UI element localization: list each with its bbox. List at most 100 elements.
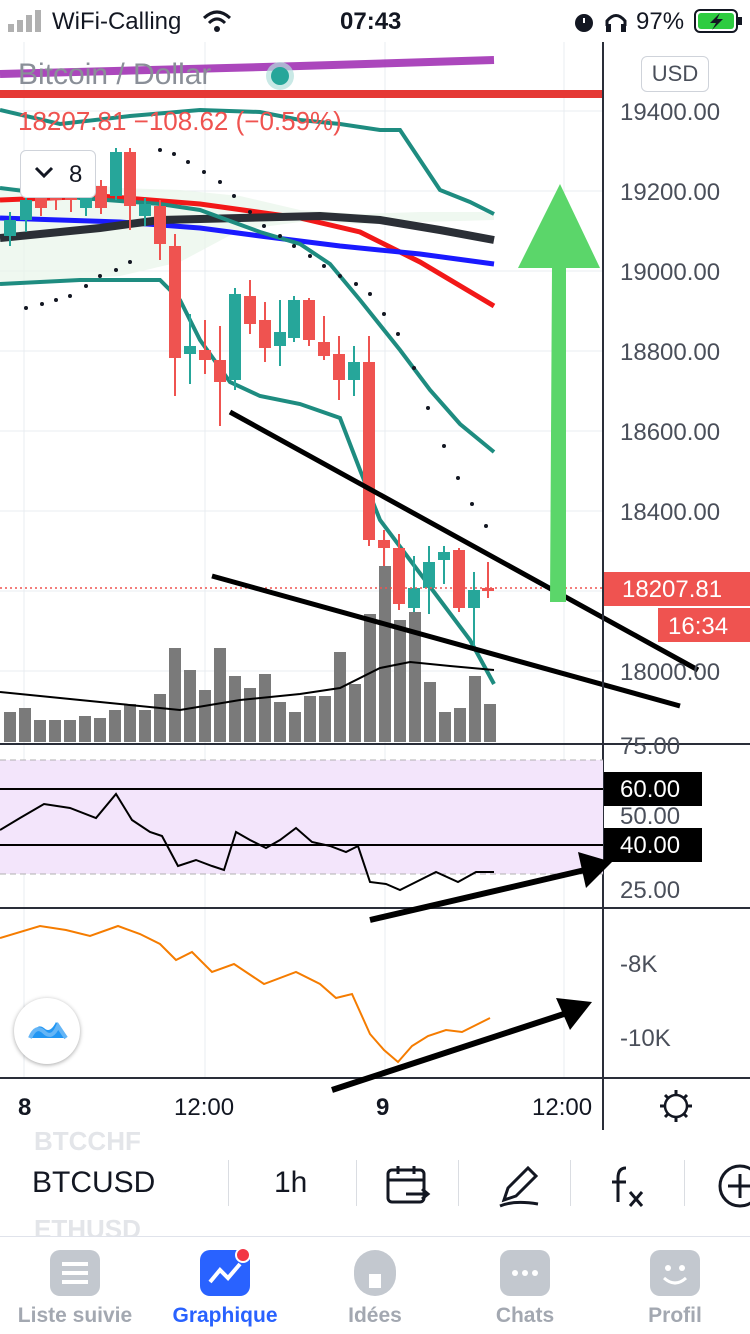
tab-label: Idées [348, 1304, 402, 1327]
candle [124, 148, 136, 230]
candle [318, 316, 330, 360]
toolbar-divider [684, 1160, 685, 1206]
tab-watchlist[interactable]: Liste suivie [0, 1236, 150, 1334]
pen-icon[interactable] [494, 1162, 542, 1210]
volume-bar [79, 716, 91, 742]
tab-chats[interactable]: Chats [450, 1236, 600, 1334]
candle [169, 234, 181, 396]
signal-bars-icon [8, 10, 41, 32]
toolbar-divider [458, 1160, 459, 1206]
indicator-collapse-toggle[interactable]: 8 [20, 150, 96, 198]
toolbar-divider [356, 1160, 357, 1206]
volume-bar [124, 704, 136, 742]
candle [333, 336, 345, 400]
status-bar: WiFi-Calling 07:43 97% [0, 0, 750, 42]
volume-bar [139, 710, 151, 742]
candle [229, 288, 241, 390]
price-chart[interactable]: 19400.00 19200.00 19000.00 18800.00 1860… [0, 42, 750, 1132]
upper-trendline [228, 409, 700, 673]
tab-label: Profil [648, 1304, 702, 1327]
rsi-line [0, 792, 494, 892]
price-tick: 18400.00 [620, 499, 720, 526]
rsi-40-tag [604, 828, 702, 862]
function-fx-icon[interactable] [604, 1162, 652, 1210]
rsi-tick: 25.00 [620, 877, 680, 904]
candle [20, 194, 32, 232]
price-tick: 18000.00 [620, 659, 720, 686]
clock-time: 07:43 [340, 8, 402, 35]
currency-badge[interactable]: USD [641, 56, 709, 92]
volume-bar [289, 712, 301, 742]
volume-bar [109, 710, 121, 742]
toolbar-divider [570, 1160, 571, 1206]
volume-bar [304, 696, 316, 742]
symbol-title[interactable]: Bitcoin / Dollar [18, 58, 212, 91]
tab-chart[interactable]: Graphique [150, 1236, 300, 1334]
purple-ma-line [0, 56, 495, 78]
symbol-scroller-prev[interactable]: BTCCHF [34, 1126, 141, 1156]
candle [244, 280, 256, 334]
candle [214, 326, 226, 426]
rsi-60-tag [604, 772, 702, 806]
last-price-tag [604, 572, 750, 606]
volume-ma-line [0, 660, 495, 712]
price-tick: 19000.00 [620, 259, 720, 286]
symbol-selector[interactable]: BTCUSD [32, 1166, 156, 1199]
candle [199, 320, 211, 374]
candle [95, 180, 107, 214]
price-axis[interactable]: 19400.00 19200.00 19000.00 18800.00 1860… [620, 99, 720, 686]
plus-icon[interactable] [712, 1162, 750, 1210]
carrier-name: WiFi-Calling [52, 8, 182, 35]
rsi-tick: 75.00 [620, 733, 680, 760]
rsi-divergence-arrowhead [578, 852, 612, 888]
tradingview-logo-icon[interactable] [14, 998, 80, 1064]
rsi-band-fill [0, 760, 603, 874]
countdown-tag [658, 608, 750, 642]
wifi-icon [202, 10, 232, 32]
volume-bar [94, 718, 106, 742]
gear-icon[interactable] [660, 1090, 692, 1122]
price-change-readout: 18207.81 −108.62 (−0.59%) [18, 106, 342, 136]
calendar-replay-icon[interactable] [384, 1162, 432, 1210]
volume-bar [154, 694, 166, 742]
volume-bar [424, 682, 436, 742]
black-ma-line [0, 211, 495, 244]
smiley-face-icon [650, 1250, 700, 1296]
time-axis[interactable]: 8 12:00 9 12:00 [18, 1094, 592, 1121]
green-up-arrow [518, 184, 600, 602]
tab-label: Chats [495, 1304, 555, 1327]
time-tick: 9 [376, 1094, 389, 1121]
lightbulb-icon [354, 1250, 396, 1296]
notification-dot-icon [235, 1247, 251, 1263]
candle [139, 198, 151, 226]
obv-line [0, 924, 491, 1064]
volume-bar [49, 720, 61, 742]
volume-bar [439, 712, 451, 742]
candle [288, 296, 300, 342]
volume-bar [34, 720, 46, 742]
rsi-tick: 50.00 [620, 803, 680, 830]
bollinger-upper [0, 107, 495, 216]
rsi-divergence-arrow-line [369, 867, 586, 923]
obv-divergence-arrowhead [556, 998, 592, 1030]
alarm-icon [575, 14, 593, 32]
candle [110, 148, 122, 200]
ichimoku-cloud [0, 180, 494, 284]
volume-bar [379, 566, 391, 742]
volume-bar [469, 676, 481, 742]
battery-percent: 97% [636, 8, 685, 35]
volume-bar [64, 720, 76, 742]
volume-bar [349, 684, 361, 742]
chevron-down-icon [33, 161, 55, 190]
volume-bar [184, 670, 196, 742]
candle [438, 546, 450, 584]
tab-ideas[interactable]: Idées [300, 1236, 450, 1334]
battery-charging-icon [694, 9, 742, 33]
volume-bar [244, 688, 256, 742]
tab-label: Graphique [172, 1304, 278, 1327]
tab-profile[interactable]: Profil [600, 1236, 750, 1334]
chart-toolbar [0, 1132, 750, 1236]
headphones-icon [605, 14, 627, 32]
interval-selector[interactable]: 1h [274, 1166, 308, 1199]
toolbar-divider [228, 1160, 229, 1206]
